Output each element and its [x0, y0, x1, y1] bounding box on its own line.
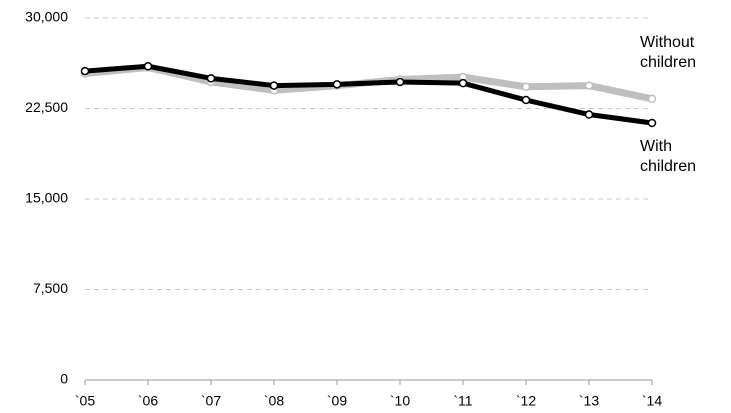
data-point [206, 74, 216, 83]
x-tick-label: `13 [579, 393, 599, 409]
series-label: Without children [640, 33, 697, 71]
series-line [84, 63, 653, 126]
x-tick-label: `06 [138, 393, 158, 409]
x-tick-label: `05 [75, 393, 95, 409]
x-tick-label: `08 [264, 393, 284, 409]
y-tick-label: 15,000 [25, 190, 68, 206]
data-point [80, 66, 90, 76]
x-tick-label: `10 [390, 393, 410, 409]
data-point [521, 82, 531, 92]
data-point [332, 80, 342, 89]
series-label: With children [640, 137, 697, 175]
x-tick-label: `07 [201, 393, 221, 409]
data-point [521, 95, 531, 105]
x-tick-label: `14 [642, 393, 662, 409]
x-tick-label: `12 [516, 393, 536, 409]
data-point [395, 77, 405, 87]
y-tick-label: 30,000 [25, 9, 68, 25]
data-point [584, 81, 594, 90]
y-tick-label: 7,500 [33, 280, 68, 296]
data-point [647, 118, 657, 128]
y-tick-label: 0 [60, 371, 68, 387]
data-point [584, 110, 594, 119]
data-point [143, 62, 153, 71]
data-point [458, 78, 468, 88]
x-tick-label: `09 [327, 393, 347, 409]
x-tick-label: `11 [453, 393, 472, 409]
y-tick-label: 22,500 [25, 99, 68, 115]
data-point [269, 81, 279, 90]
data-point [647, 94, 657, 104]
